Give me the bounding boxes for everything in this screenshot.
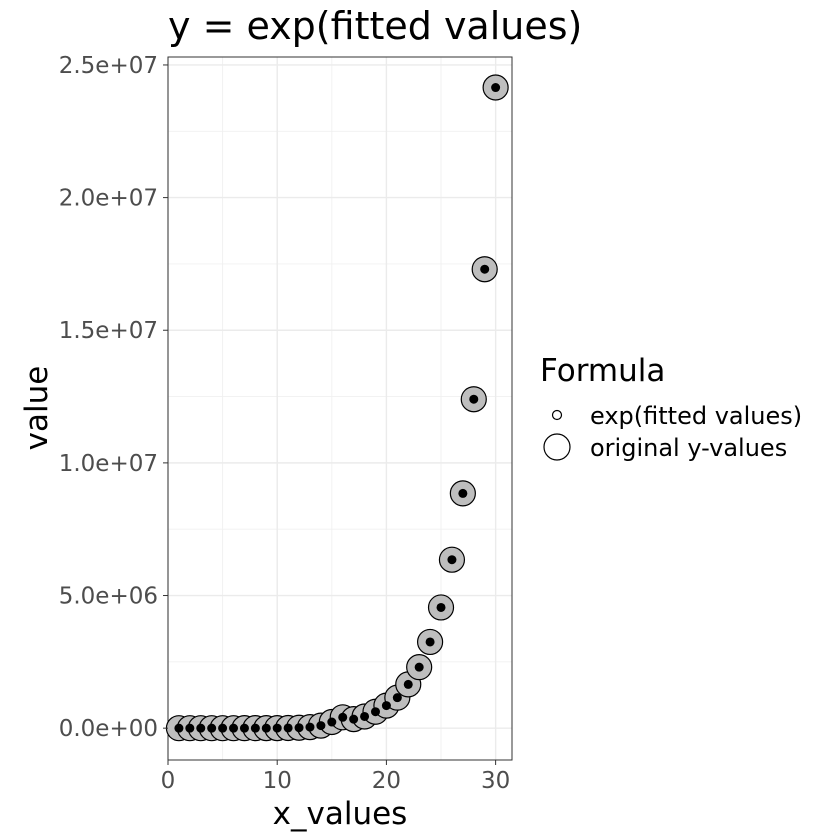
fitted-point: [294, 723, 304, 733]
fitted-point: [316, 721, 326, 731]
fitted-point: [425, 637, 435, 647]
fitted-point: [305, 722, 315, 732]
fitted-point: [403, 679, 413, 689]
fitted-point: [261, 723, 271, 733]
x-tick-label: 20: [372, 768, 401, 794]
x-tick-label: 30: [481, 768, 510, 794]
axis-ticks: 0 10 20 30 0.0e+00 5.0e+06 1.0e+07 1.5e+07 2.0e+…: [59, 53, 511, 794]
fitted-point: [370, 707, 380, 717]
fitted-points: [174, 83, 501, 733]
fitted-point: [414, 662, 424, 672]
fitted-point: [218, 723, 228, 733]
original-points: [165, 74, 509, 742]
fitted-point: [272, 723, 282, 733]
fitted-point: [327, 717, 337, 727]
chart-title: y = exp(fitted values): [168, 4, 582, 48]
fitted-point: [207, 723, 217, 733]
grid: [167, 57, 512, 760]
fitted-point: [250, 723, 260, 733]
fitted-point: [447, 555, 457, 565]
fitted-point: [491, 83, 501, 93]
fitted-point: [381, 701, 391, 711]
y-tick-label: 2.0e+07: [59, 186, 158, 212]
fitted-point: [436, 602, 446, 612]
x-tick-label: 10: [263, 768, 292, 794]
y-tick-label: 5.0e+06: [59, 584, 158, 610]
legend-label-fitted: exp(fitted values): [590, 402, 802, 430]
fitted-point: [360, 711, 370, 721]
legend: Formula exp(fitted values) original y-va…: [540, 353, 802, 462]
y-tick-label: 1.5e+07: [59, 318, 158, 344]
fitted-point: [458, 488, 468, 498]
fitted-point: [185, 723, 195, 733]
fitted-point: [392, 693, 402, 703]
fitted-point: [229, 723, 239, 733]
fitted-point: [174, 723, 184, 733]
legend-label-original: original y-values: [590, 434, 787, 462]
legend-key-fitted: [551, 409, 563, 421]
fitted-point: [196, 723, 206, 733]
x-axis-title: x_values: [273, 796, 408, 832]
y-tick-label: 1.0e+07: [59, 451, 158, 477]
fitted-point: [283, 723, 293, 733]
x-tick-label: 0: [161, 768, 176, 794]
fitted-point: [239, 723, 249, 733]
legend-key-original: [543, 433, 571, 461]
y-tick-label: 2.5e+07: [59, 53, 158, 79]
fitted-point: [469, 394, 479, 404]
fitted-point: [338, 712, 348, 722]
fitted-point: [349, 714, 359, 724]
fitted-point: [480, 264, 490, 274]
legend-title: Formula: [540, 353, 665, 389]
y-axis-title: value: [19, 366, 55, 451]
panel-border: [167, 56, 513, 761]
y-tick-label: 0.0e+00: [59, 716, 158, 742]
